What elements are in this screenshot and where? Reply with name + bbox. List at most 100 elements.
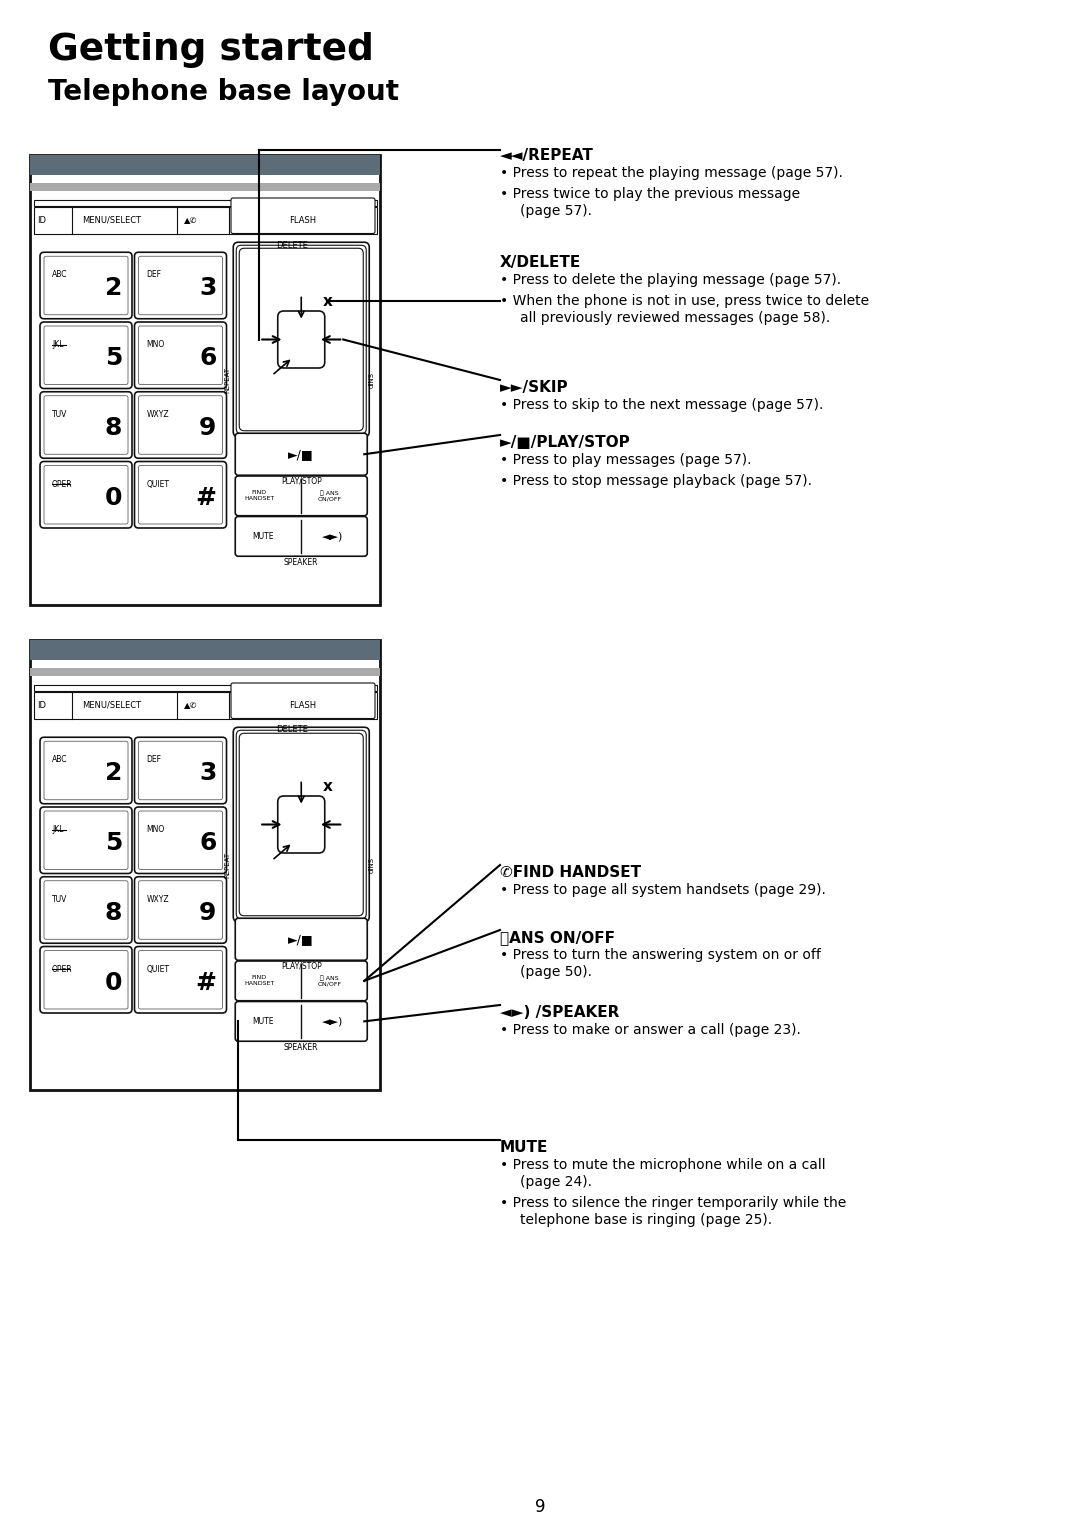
Text: • When the phone is not in use, press twice to delete: • When the phone is not in use, press tw… [500,294,869,308]
Text: 9: 9 [199,415,216,440]
FancyBboxPatch shape [135,253,227,319]
Text: ✆FIND HANDSET: ✆FIND HANDSET [500,866,642,879]
Text: • Press to repeat the playing message (page 57).: • Press to repeat the playing message (p… [500,165,842,179]
Text: 0: 0 [105,486,122,510]
Text: 2: 2 [105,276,122,300]
Text: • Press to page all system handsets (page 29).: • Press to page all system handsets (pag… [500,882,826,898]
Text: 3: 3 [199,761,216,786]
Text: Telephone base layout: Telephone base layout [48,78,399,106]
Text: • Press to turn the answering system on or off: • Press to turn the answering system on … [500,948,821,962]
Text: ⏻ ANS
ON/OFF: ⏻ ANS ON/OFF [318,976,341,987]
FancyBboxPatch shape [44,810,129,870]
FancyBboxPatch shape [40,807,132,873]
Text: QUIET: QUIET [147,480,170,489]
Bar [33,199,377,205]
Text: DELETE: DELETE [276,241,309,250]
Text: DEF: DEF [147,271,162,279]
Text: ◄►): ◄►) [322,532,343,541]
Text: FIND
HANDSET: FIND HANDSET [244,976,274,987]
Text: ►/■/PLAY/STOP: ►/■/PLAY/STOP [500,435,631,450]
Text: ▲✆: ▲✆ [184,700,198,709]
FancyBboxPatch shape [40,737,132,804]
Text: • Press to mute the microphone while on a call: • Press to mute the microphone while on … [500,1158,825,1172]
Bar [30,155,380,605]
FancyBboxPatch shape [138,256,222,314]
FancyBboxPatch shape [135,737,227,804]
Text: MENU/SELECT: MENU/SELECT [82,216,141,225]
Text: FIND
HANDSET: FIND HANDSET [244,490,274,501]
Text: 6: 6 [199,832,216,855]
FancyBboxPatch shape [44,950,129,1010]
Text: 9: 9 [535,1498,545,1517]
Text: 9: 9 [199,901,216,925]
FancyBboxPatch shape [44,741,129,800]
Text: 8: 8 [105,901,122,925]
FancyBboxPatch shape [240,734,363,916]
FancyBboxPatch shape [138,881,222,939]
Text: WXYZ: WXYZ [147,895,170,904]
Text: (page 24).: (page 24). [519,1175,592,1189]
Text: (page 57).: (page 57). [519,204,592,218]
Text: • Press to make or answer a call (page 23).: • Press to make or answer a call (page 2… [500,1023,801,1037]
FancyBboxPatch shape [44,256,129,314]
FancyBboxPatch shape [235,516,367,556]
Text: #: # [195,971,216,994]
Text: JKL: JKL [52,826,64,835]
Text: REPEAT: REPEAT [225,852,231,878]
Text: ⏻ ANS
ON/OFF: ⏻ ANS ON/OFF [318,490,341,501]
Bar [30,640,380,1089]
Text: MNO: MNO [147,340,165,349]
FancyBboxPatch shape [138,810,222,870]
FancyBboxPatch shape [135,392,227,458]
Text: OPER: OPER [52,965,72,974]
Text: ►►/SKIP: ►►/SKIP [500,380,569,395]
Text: ►/■: ►/■ [288,933,314,945]
Text: TUV: TUV [52,411,67,418]
FancyBboxPatch shape [138,950,222,1010]
Text: ID: ID [37,216,46,225]
Bar [30,184,380,192]
Text: (page 50).: (page 50). [519,965,592,979]
FancyBboxPatch shape [135,322,227,389]
Bar [30,668,380,677]
Text: dINS: dINS [368,856,375,873]
Bar [33,692,377,719]
FancyBboxPatch shape [278,797,325,853]
FancyBboxPatch shape [138,326,222,385]
Text: x: x [323,294,333,309]
Text: ⏻ANS ON/OFF: ⏻ANS ON/OFF [500,930,615,945]
Text: ABC: ABC [52,271,67,279]
Text: ◄►) /SPEAKER: ◄►) /SPEAKER [500,1005,619,1020]
FancyBboxPatch shape [235,1002,367,1042]
Text: telephone base is ringing (page 25).: telephone base is ringing (page 25). [519,1213,772,1227]
Text: OPER: OPER [52,480,72,489]
FancyBboxPatch shape [40,461,132,529]
Text: ABC: ABC [52,755,67,764]
Text: X/DELETE: X/DELETE [500,254,581,270]
Text: ID: ID [37,700,46,709]
Bar [33,685,377,691]
Text: • Press to delete the playing message (page 57).: • Press to delete the playing message (p… [500,273,841,286]
FancyBboxPatch shape [235,476,367,516]
Bar [30,640,380,660]
Bar [30,155,380,175]
FancyBboxPatch shape [233,728,369,922]
FancyBboxPatch shape [44,466,129,524]
Text: all previously reviewed messages (page 58).: all previously reviewed messages (page 5… [519,311,831,325]
Text: 6: 6 [199,346,216,371]
Text: DEF: DEF [147,755,162,764]
FancyBboxPatch shape [138,741,222,800]
FancyBboxPatch shape [40,876,132,944]
Text: ◄◄/REPEAT: ◄◄/REPEAT [500,149,594,162]
FancyBboxPatch shape [231,198,375,233]
FancyBboxPatch shape [40,322,132,389]
Text: • Press to silence the ringer temporarily while the: • Press to silence the ringer temporaril… [500,1196,847,1210]
FancyBboxPatch shape [237,731,366,919]
Text: WXYZ: WXYZ [147,411,170,418]
FancyBboxPatch shape [40,253,132,319]
Text: FLASH: FLASH [289,700,316,709]
Bar [33,207,377,234]
Text: dINS: dINS [368,372,375,388]
Text: TUV: TUV [52,895,67,904]
FancyBboxPatch shape [40,392,132,458]
